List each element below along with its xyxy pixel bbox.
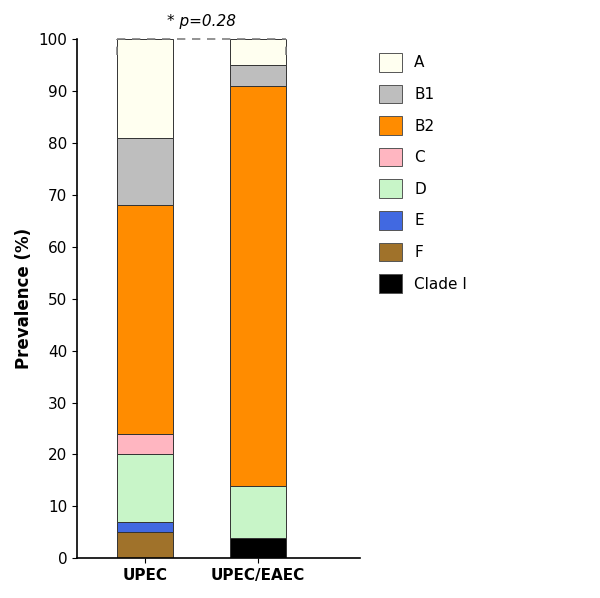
Bar	[117, 205, 173, 434]
Bar	[230, 86, 286, 486]
Bar	[230, 486, 286, 538]
Bar	[117, 454, 173, 522]
Y-axis label: Prevalence (%): Prevalence (%)	[15, 228, 33, 370]
Bar	[117, 532, 173, 559]
Text: * p=0.28: * p=0.28	[167, 14, 236, 29]
Bar	[117, 522, 173, 532]
Legend: A, B1, B2, C, D, E, F, Clade I: A, B1, B2, C, D, E, F, Clade I	[373, 47, 473, 299]
Bar	[230, 65, 286, 86]
Bar	[117, 434, 173, 454]
Bar	[117, 138, 173, 205]
Bar	[230, 39, 286, 65]
Bar	[117, 39, 173, 138]
Bar	[230, 538, 286, 559]
